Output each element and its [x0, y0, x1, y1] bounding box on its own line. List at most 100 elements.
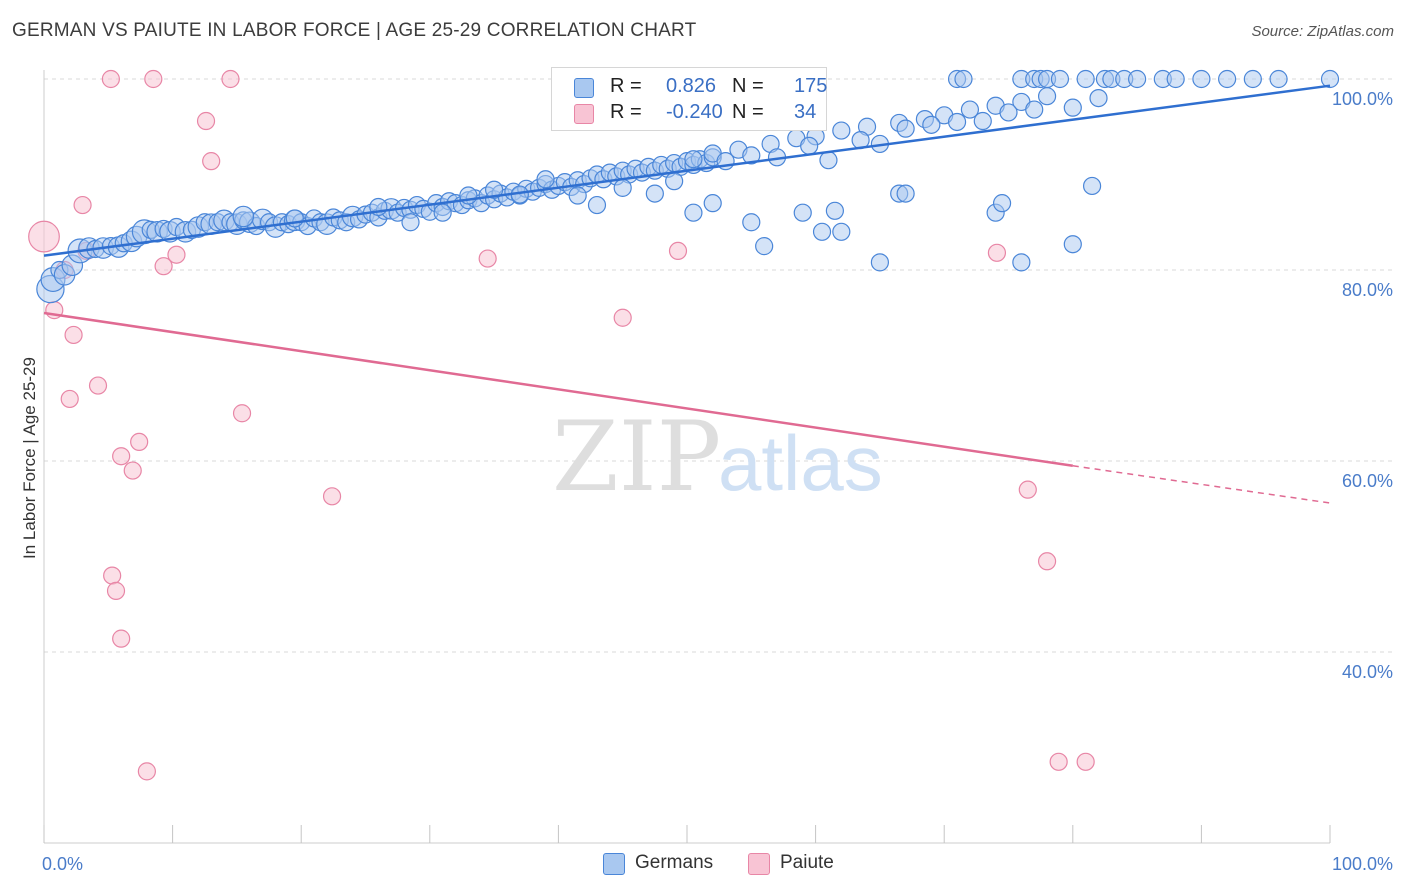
german-point	[684, 150, 703, 169]
german-point	[825, 201, 844, 220]
german-point	[1089, 88, 1108, 108]
watermark: ZIP atlas	[552, 401, 883, 513]
y-tick-label-80: 80.0%	[1342, 280, 1393, 300]
german-point	[1050, 69, 1070, 89]
german-point	[800, 136, 819, 155]
bottom-germans-swatch	[603, 853, 625, 875]
german-point	[485, 180, 504, 199]
paiute-point	[1037, 552, 1057, 571]
stats-legend: R = 0.826 N = 175 R = -0.240 N = 34	[551, 67, 827, 131]
german-point	[232, 205, 255, 228]
german-point	[1218, 69, 1237, 89]
paiute-point	[1076, 752, 1095, 771]
german-point	[587, 195, 607, 215]
paiute-point	[1018, 480, 1037, 499]
tick-labels: 100.0% 80.0% 60.0% 40.0% 0.0% 100.0%	[42, 89, 1393, 874]
german-point	[665, 172, 684, 191]
german-point	[960, 100, 980, 119]
paiute-point	[478, 249, 497, 268]
german-point	[742, 213, 761, 232]
german-point	[1320, 69, 1340, 89]
german-point	[973, 111, 992, 131]
german-point	[999, 103, 1018, 122]
german-point	[1082, 176, 1102, 196]
german-point	[954, 69, 973, 89]
paiute-point	[202, 152, 221, 171]
source-credit: Source: ZipAtlas.com	[1251, 23, 1394, 40]
german-point	[947, 112, 967, 132]
germans-swatch	[574, 78, 594, 98]
german-point	[755, 237, 774, 256]
paiute-point	[1049, 752, 1068, 771]
paiute-n-value: 34	[794, 101, 817, 123]
paiute-point	[88, 376, 108, 395]
y-tick-label-60: 60.0%	[1342, 471, 1393, 491]
germans-n-value: 175	[794, 75, 828, 97]
german-point	[922, 115, 941, 134]
bottom-paiute-swatch	[748, 853, 770, 875]
paiute-r-label: R =	[610, 101, 642, 123]
paiute-point	[103, 566, 122, 585]
german-point	[1127, 69, 1147, 89]
german-point	[793, 203, 812, 222]
watermark-atlas: atlas	[718, 419, 883, 507]
bottom-germans-label: Germans	[635, 852, 714, 873]
german-point	[1063, 235, 1082, 254]
german-point	[812, 222, 832, 241]
trend-lines	[43, 84, 1331, 504]
german-point	[1063, 98, 1082, 117]
paiute-point	[196, 111, 216, 131]
paiute-n-label: N =	[732, 101, 764, 123]
x-tick-label-start: 0.0%	[42, 854, 83, 874]
axes	[43, 70, 1331, 844]
germans-n-label: N =	[732, 75, 764, 97]
paiute-point	[221, 69, 240, 89]
german-point	[568, 186, 587, 205]
paiute-point	[101, 69, 120, 89]
germans-r-label: R =	[610, 75, 642, 97]
paiute-point	[613, 308, 632, 327]
german-point	[870, 253, 890, 272]
german-point	[896, 119, 915, 138]
y-tick-label-100: 100.0%	[1332, 89, 1393, 109]
germans-r-value: 0.826	[666, 75, 717, 97]
german-point	[1269, 69, 1288, 89]
paiute-point	[137, 762, 156, 781]
german-point	[684, 203, 703, 222]
paiute-point	[322, 487, 342, 506]
paiute-point	[987, 243, 1007, 262]
german-point	[1012, 253, 1031, 272]
paiute-point	[28, 220, 60, 253]
paiute-point	[668, 241, 688, 260]
paiute-point	[106, 581, 126, 600]
german-point	[1243, 69, 1262, 89]
german-point	[1037, 87, 1057, 106]
german-point	[645, 184, 664, 203]
paiute-point	[112, 629, 131, 648]
german-point	[1025, 100, 1044, 119]
paiute-point	[167, 245, 186, 264]
german-point	[1192, 69, 1211, 89]
watermark-zip: ZIP	[552, 401, 721, 513]
german-point	[703, 194, 722, 213]
paiute-point	[112, 447, 131, 466]
paiute-point	[232, 404, 252, 423]
german-point	[832, 222, 851, 241]
y-axis-label: In Labor Force | Age 25-29	[20, 357, 39, 559]
german-point	[832, 121, 851, 140]
chart-title: GERMAN VS PAIUTE IN LABOR FORCE | AGE 25…	[12, 20, 697, 41]
german-point	[819, 151, 838, 170]
paiute-point	[130, 432, 149, 451]
german-point	[536, 170, 555, 189]
german-point	[1076, 69, 1095, 89]
german-point	[896, 184, 915, 203]
paiute-point	[73, 195, 92, 215]
german-point	[433, 203, 452, 222]
german-point	[1166, 69, 1185, 89]
paiute-point	[144, 69, 163, 89]
paiute-point	[154, 257, 173, 276]
y-tick-label-40: 40.0%	[1342, 662, 1393, 682]
paiute-r-value: -0.240	[666, 101, 723, 123]
german-point	[992, 194, 1012, 213]
